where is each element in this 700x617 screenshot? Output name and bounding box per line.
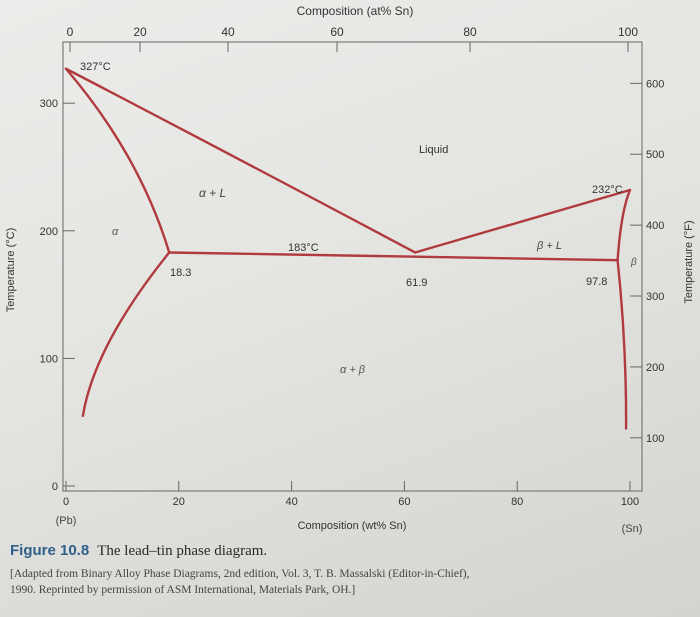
right-axis-tick-label: 500: [646, 149, 664, 161]
beta-region-label: β: [630, 257, 637, 268]
top-axis-tick-label: 0: [67, 25, 74, 39]
right-axis-tick-label: 100: [646, 433, 664, 445]
right-axis-tick-label: 300: [646, 291, 664, 303]
right-axis-tick-label: 200: [646, 362, 664, 374]
right-axis-title: Temperature (°F): [683, 220, 695, 303]
figure-number: Figure 10.8: [10, 542, 90, 559]
alpha-solidus-line: [64, 67, 171, 254]
top-axis-tick-label: 100: [618, 25, 638, 39]
pb-end-label: (Pb): [56, 515, 77, 527]
top-axis-tick-label: 40: [221, 25, 235, 39]
bottom-axis-tick-label: 40: [285, 496, 297, 508]
eutectic-temp-label: 183°C: [288, 242, 319, 254]
figure-caption-source: [Adapted from Binary Alloy Phase Diagram…: [10, 566, 690, 598]
beta-solidus-line: [616, 188, 632, 262]
bottom-axis-tick-label: 100: [621, 496, 639, 508]
alpha-solvus-line: [81, 251, 171, 418]
alpha-beta-region-label: α + β: [340, 364, 366, 376]
bottom-axis-tick-label: 0: [63, 496, 69, 508]
right-axis-tick-label: 400: [646, 220, 664, 232]
top-axis-tick-label: 80: [463, 25, 477, 39]
liquid-region-label: Liquid: [419, 144, 448, 156]
phase-diagram: Composition (at% Sn) Temperature (°C) Te…: [5, 4, 695, 535]
left-axis-title: Temperature (°C): [5, 228, 17, 312]
caption-source-line-2: 1990. Reprinted by permission of ASM Int…: [10, 584, 356, 596]
top-axis-tick-label: 20: [133, 25, 147, 39]
beta-max-label: 97.8: [586, 276, 607, 288]
left-axis-tick-label: 200: [40, 226, 58, 238]
bottom-axis-tick-label: 20: [173, 496, 185, 508]
eutectic-comp-label: 61.9: [406, 277, 427, 289]
bottom-axis-tick-label: 60: [398, 496, 410, 508]
sn-melting-label: 232°C: [592, 184, 623, 196]
right-axis-tick-label: 600: [646, 78, 664, 90]
left-axis-tick-label: 300: [40, 98, 58, 110]
liquidus-line-right: [413, 188, 632, 254]
bottom-axis-title: Composition (wt% Sn): [298, 520, 407, 532]
phase-boundaries: [64, 67, 632, 430]
sn-end-label: (Sn): [622, 523, 643, 535]
beta-solvus-line: [616, 258, 628, 430]
alpha-max-label: 18.3: [170, 267, 191, 279]
top-axis-tick-label: 60: [330, 25, 344, 39]
plot-frame: [62, 41, 643, 492]
pb-melting-label: 327°C: [80, 61, 111, 73]
axis-ticks: 0 20 40 60 80 100 0 20 40 60 80 100 0 100 200 300 100 200…: [40, 25, 665, 508]
eutectic-isotherm: [168, 251, 619, 262]
alpha-region-label: α: [112, 226, 119, 238]
figure-caption-title: Figure 10.8 The lead–tin phase diagram.: [10, 542, 690, 560]
alpha-liquid-region-label: α + L: [199, 186, 226, 200]
figure-title: The lead–tin phase diagram.: [97, 543, 268, 559]
bottom-axis-tick-label: 80: [511, 496, 523, 508]
caption-source-line-1: [Adapted from Binary Alloy Phase Diagram…: [10, 568, 470, 580]
left-axis-tick-label: 100: [40, 353, 58, 365]
liquidus-line-left: [64, 67, 417, 254]
beta-liquid-region-label: β + L: [536, 240, 562, 252]
left-axis-tick-label: 0: [52, 481, 58, 493]
top-axis-title: Composition (at% Sn): [297, 4, 414, 18]
